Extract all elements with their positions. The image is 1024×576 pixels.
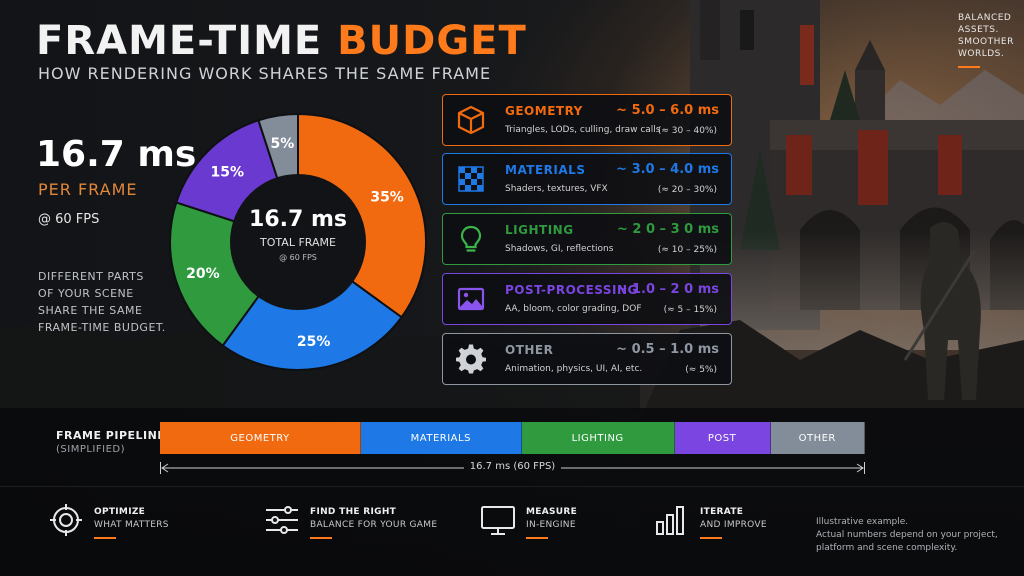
frame-time-donut-chart: 16.7 ms TOTAL FRAME @ 60 FPS 35% 25% 20% 15… <box>169 112 427 371</box>
card-desc: Triangles, LODs, culling, draw calls <box>505 125 661 135</box>
pipeline-label: FRAME PIPELINE <box>56 429 166 442</box>
tagline: BALANCED ASSETS. SMOOTHER WORLDS. <box>958 12 1014 68</box>
tip-sub: AND IMPROVE <box>700 520 767 530</box>
tip-title: OPTIMIZE <box>94 507 146 517</box>
monitor-icon <box>481 506 515 535</box>
page-subtitle: HOW RENDERING WORK SHARES THE SAME FRAME <box>38 64 492 83</box>
donut-hole <box>230 174 366 310</box>
sliders-icon <box>266 506 298 534</box>
donut-center-label: TOTAL FRAME <box>259 236 336 249</box>
card-range: ~ 0.5 – 1.0 ms <box>616 342 719 357</box>
description-line-3: SHARE THE SAME <box>38 304 143 317</box>
timeline-label: 16.7 ms (60 FPS) <box>0 461 1024 472</box>
card-name: LIGHTING <box>505 223 574 237</box>
card-pct: (≈ 20 – 30%) <box>657 185 717 195</box>
per-frame-label: PER FRAME <box>38 180 138 199</box>
card-pct: (≈ 30 – 40%) <box>657 126 717 136</box>
divider <box>0 486 1024 487</box>
description: DIFFERENT PARTS OF YOUR SCENE SHARE THE … <box>38 268 188 336</box>
note-line-1: Illustrative example. <box>816 517 909 527</box>
donut-label-post-processing: 15% <box>211 164 245 180</box>
card-geometry: GEOMETRY Triangles, LODs, culling, draw … <box>442 94 732 146</box>
tip-sub: IN-ENGINE <box>526 520 576 530</box>
card-range: ~ 3.0 – 4.0 ms <box>616 162 719 177</box>
donut-label-materials: 25% <box>297 334 331 350</box>
card-range: ~ 1.0 – 2 0 ms <box>616 282 719 297</box>
pipeline-sub: (SIMPLIFIED) <box>56 444 125 455</box>
card-desc: AA, bloom, color grading, DOF <box>505 304 642 314</box>
card-desc: Animation, physics, UI, AI, etc. <box>505 364 643 374</box>
card-post-processing: POST-PROCESSING AA, bloom, color grading… <box>442 273 732 325</box>
tip-underline <box>526 537 548 539</box>
image-icon <box>457 287 485 311</box>
tip-title: ITERATE <box>700 507 744 517</box>
tagline-line-1: BALANCED <box>958 13 1012 23</box>
card-range: ~ 5.0 – 6.0 ms <box>616 103 719 118</box>
donut-center-value: 16.7 ms <box>249 207 347 232</box>
checker-icon <box>458 166 484 192</box>
bulb-icon <box>460 225 482 252</box>
note-line-3: platform and scene complexity. <box>816 543 958 553</box>
description-line-4: FRAME-TIME BUDGET. <box>38 321 166 334</box>
disclaimer-note: Illustrative example. Actual numbers dep… <box>816 516 1016 555</box>
tip-title: FIND THE RIGHT <box>310 507 397 517</box>
card-name: POST-PROCESSING <box>505 283 638 297</box>
card-pct: (≈ 5%) <box>685 365 717 375</box>
card-lighting: LIGHTING Shadows, GI, reflections ~ 2 0 … <box>442 213 732 265</box>
tip-sub: BALANCE FOR YOUR GAME <box>310 520 438 530</box>
tip-title: MEASURE <box>526 507 578 517</box>
card-materials: MATERIALS Shaders, textures, VFX ~ 3.0 –… <box>442 153 732 205</box>
pipeline-segment-post: POST <box>674 422 771 454</box>
donut-label-other: 5% <box>270 136 294 152</box>
pipeline-segment-geometry: GEOMETRY <box>160 422 361 454</box>
frame-pipeline-bar: GEOMETRY MATERIALS LIGHTING POST OTHER <box>160 422 865 454</box>
page-title: FRAME-TIME BUDGET <box>36 18 527 64</box>
pipeline-segment-lighting: LIGHTING <box>521 422 675 454</box>
target-icon <box>50 504 82 536</box>
card-name: MATERIALS <box>505 163 586 177</box>
description-line-2: OF YOUR SCENE <box>38 287 134 300</box>
tip-underline <box>310 537 332 539</box>
donut-label-lighting: 20% <box>186 266 220 282</box>
tip-sub: WHAT MATTERS <box>94 520 169 530</box>
tagline-underline <box>958 66 980 68</box>
tip-underline <box>700 537 722 539</box>
donut-label-geometry: 35% <box>370 190 404 206</box>
pipeline-segment-materials: MATERIALS <box>360 422 522 454</box>
card-name: OTHER <box>505 343 554 357</box>
card-desc: Shadows, GI, reflections <box>505 244 614 254</box>
tip-underline <box>94 537 116 539</box>
card-pct: (≈ 10 – 25%) <box>657 245 717 255</box>
tagline-line-2: ASSETS. <box>958 25 999 35</box>
pipeline-segment-other: OTHER <box>770 422 865 454</box>
frame-time-value: 16.7 ms <box>36 134 197 175</box>
card-pct: (≈ 5 – 15%) <box>663 305 717 315</box>
fps-label: @ 60 FPS <box>38 212 100 227</box>
title-accent: BUDGET <box>337 18 527 64</box>
description-line-1: DIFFERENT PARTS <box>38 270 144 283</box>
card-other: OTHER Animation, physics, UI, AI, etc. ~… <box>442 333 732 385</box>
title-main: FRAME-TIME <box>36 18 323 64</box>
card-range: ~ 2 0 – 3 0 ms <box>616 222 719 237</box>
timeline-total: 16.7 ms (60 FPS) <box>463 461 562 472</box>
tagline-line-4: WORLDS. <box>958 49 1005 59</box>
card-name: GEOMETRY <box>505 104 583 118</box>
tagline-line-3: SMOOTHER <box>958 37 1014 47</box>
card-desc: Shaders, textures, VFX <box>505 184 608 194</box>
bars-icon <box>656 506 684 535</box>
donut-center-sub: @ 60 FPS <box>279 253 317 262</box>
note-line-2: Actual numbers depend on your project, <box>816 530 998 540</box>
gear-icon <box>456 344 486 374</box>
cube-icon <box>457 105 485 135</box>
